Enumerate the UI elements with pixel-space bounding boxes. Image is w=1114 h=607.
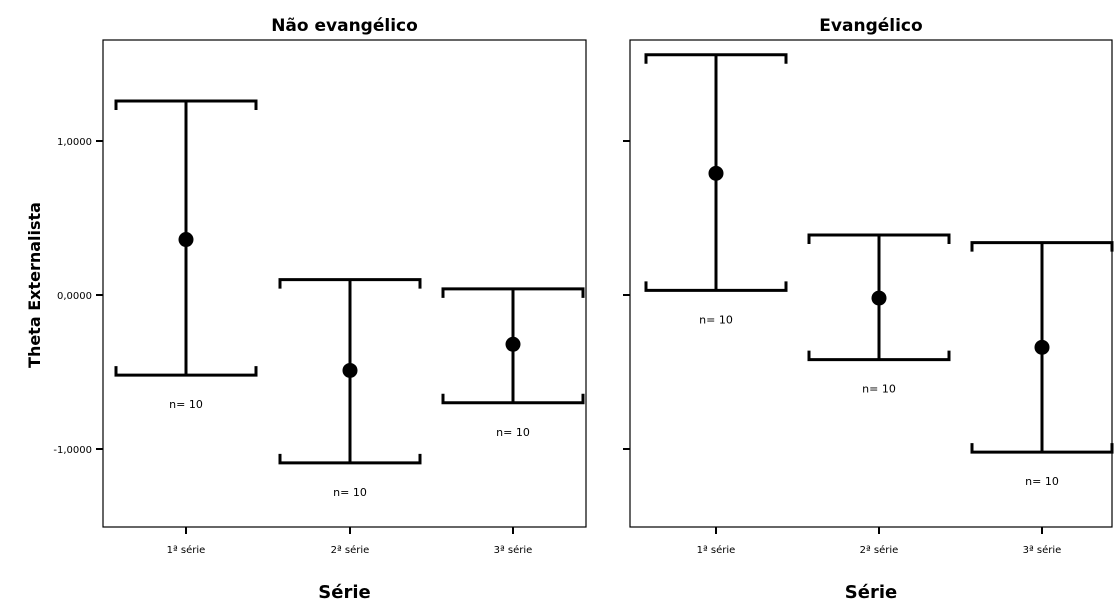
error-bar-lower-cap (278, 453, 422, 465)
mean-point (505, 336, 521, 352)
y-tick-label: 1,0000 (57, 137, 92, 148)
n-label: n= 10 (169, 398, 203, 411)
error-bar-upper-cap (114, 99, 258, 110)
n-label: n= 10 (496, 426, 530, 439)
x-axis-label: Série (845, 582, 897, 603)
x-tick-label: 2ª série (331, 544, 370, 556)
y-tick-label: -1,0000 (53, 445, 92, 456)
panel-title: Evangélico (819, 16, 922, 36)
error-bar-lower-cap (970, 443, 1114, 454)
x-axis-label: Série (318, 582, 370, 603)
n-label: n= 10 (333, 486, 367, 499)
x-tick-label: 2ª série (860, 544, 899, 556)
error-bar-upper-cap (644, 53, 788, 64)
error-bar-upper-cap (441, 287, 585, 298)
x-tick-label: 3ª série (1023, 544, 1062, 556)
error-bar-upper-cap (970, 241, 1114, 252)
error-bar-lower-cap (807, 350, 951, 362)
n-label: n= 10 (1025, 475, 1059, 488)
mean-point (342, 362, 358, 378)
mean-point (708, 165, 724, 181)
mean-point (871, 290, 887, 306)
panel-title: Não evangélico (271, 16, 418, 36)
mean-point (178, 232, 194, 248)
n-label: n= 10 (862, 383, 896, 396)
error-bar-lower-cap (441, 393, 585, 405)
error-bar-lower-cap (114, 366, 258, 377)
y-axis-label: Theta Externalista (25, 202, 44, 368)
panel-frame (102, 39, 587, 528)
error-bar-upper-cap (807, 233, 951, 244)
mean-point (1034, 339, 1050, 355)
error-bar-lower-cap (644, 281, 788, 292)
x-tick-label: 1ª série (697, 544, 736, 556)
x-tick-label: 1ª série (167, 544, 206, 556)
error-bar-upper-cap (278, 278, 422, 289)
panel-frame (629, 39, 1113, 528)
x-tick-label: 3ª série (494, 544, 533, 556)
n-label: n= 10 (699, 313, 733, 326)
y-tick-label: 0,0000 (57, 291, 92, 302)
